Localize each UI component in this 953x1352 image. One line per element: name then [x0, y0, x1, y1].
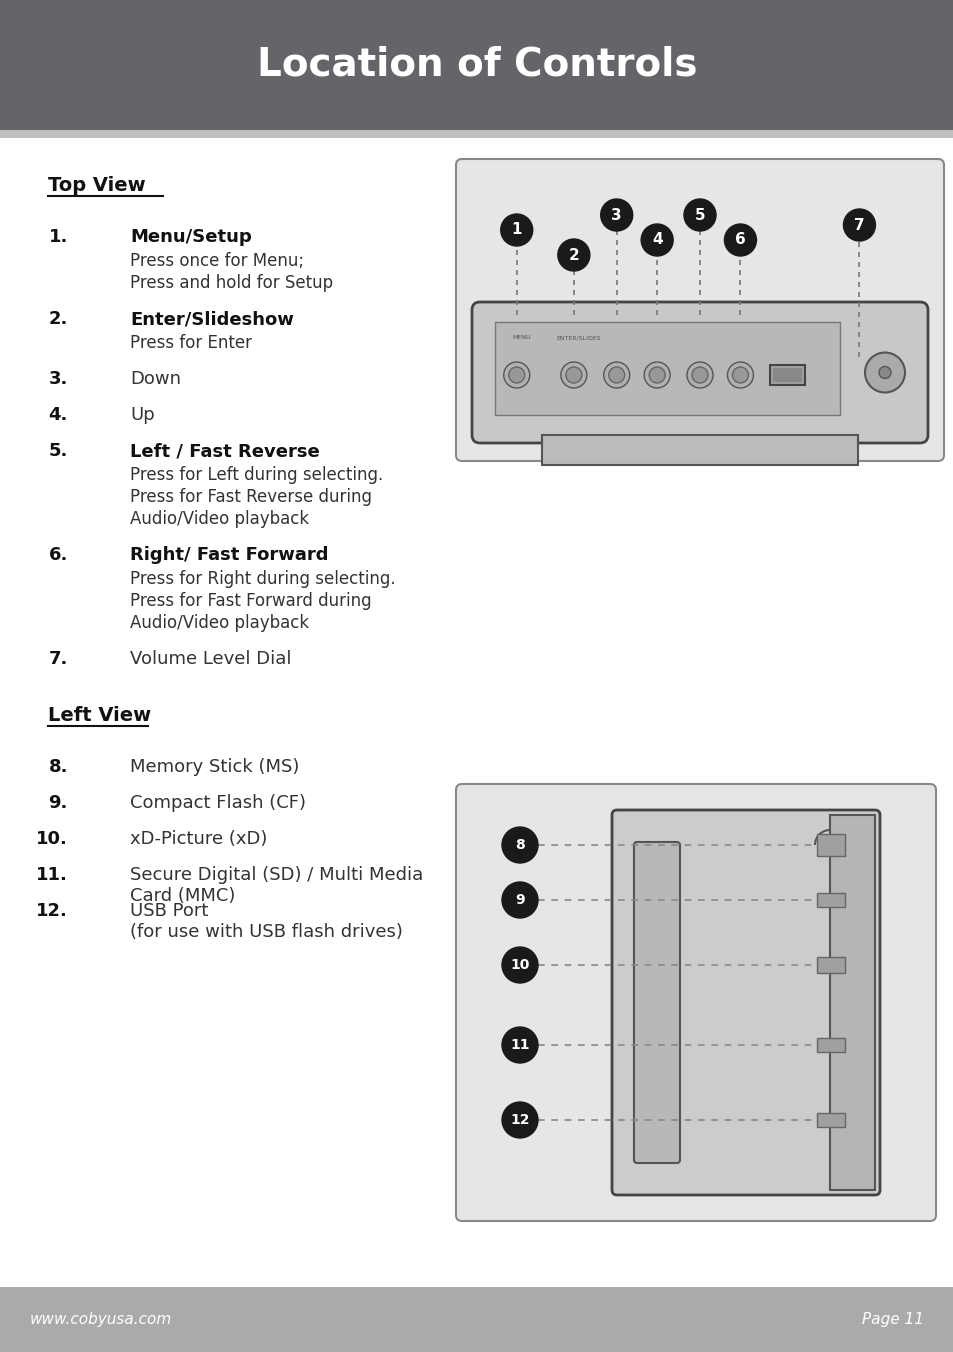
Text: Up: Up	[130, 406, 154, 425]
FancyBboxPatch shape	[472, 301, 927, 443]
Text: Page 11: Page 11	[862, 1311, 923, 1328]
Circle shape	[558, 239, 589, 270]
Text: Down: Down	[130, 370, 181, 388]
Bar	[773, 368, 801, 383]
FancyBboxPatch shape	[456, 784, 935, 1221]
Text: www.cobyusa.com: www.cobyusa.com	[30, 1311, 172, 1328]
Text: Location of Controls: Location of Controls	[256, 46, 697, 84]
Text: Press for Enter: Press for Enter	[130, 334, 252, 352]
Text: Press for Right during selecting.: Press for Right during selecting.	[130, 571, 395, 588]
Bar	[0, 130, 953, 138]
Text: Memory Stick (MS): Memory Stick (MS)	[130, 758, 299, 776]
Bar	[816, 1113, 844, 1128]
Text: Press for Fast Forward during: Press for Fast Forward during	[130, 592, 372, 610]
Text: MENU: MENU	[512, 335, 531, 339]
Text: 6: 6	[735, 233, 745, 247]
FancyBboxPatch shape	[634, 842, 679, 1163]
Circle shape	[842, 210, 875, 241]
Circle shape	[691, 366, 707, 383]
Circle shape	[501, 946, 537, 983]
FancyBboxPatch shape	[456, 160, 943, 461]
Bar	[816, 894, 844, 907]
Circle shape	[501, 1028, 537, 1063]
Text: Compact Flash (CF): Compact Flash (CF)	[130, 794, 306, 813]
Bar	[770, 365, 804, 385]
Circle shape	[732, 366, 748, 383]
Bar	[541, 435, 858, 465]
Text: xD-Picture (xD): xD-Picture (xD)	[130, 830, 267, 848]
FancyBboxPatch shape	[612, 810, 879, 1195]
Text: 10: 10	[510, 959, 529, 972]
Circle shape	[560, 362, 586, 388]
Circle shape	[608, 366, 624, 383]
Circle shape	[501, 1102, 537, 1138]
Text: 2: 2	[568, 247, 578, 262]
Text: 8: 8	[515, 838, 524, 852]
Circle shape	[600, 199, 632, 231]
Text: Press once for Menu;: Press once for Menu;	[130, 251, 304, 270]
Bar	[0, 0, 953, 130]
Text: ENTER/SLIDES: ENTER/SLIDES	[556, 335, 600, 339]
Text: Secure Digital (SD) / Multi Media
Card (MMC): Secure Digital (SD) / Multi Media Card (…	[130, 867, 423, 904]
Circle shape	[603, 362, 629, 388]
Text: Audio/Video playback: Audio/Video playback	[130, 614, 309, 631]
Circle shape	[640, 224, 673, 256]
Bar	[816, 834, 844, 856]
Text: Press and hold for Setup: Press and hold for Setup	[130, 274, 333, 292]
Circle shape	[683, 199, 716, 231]
Bar	[816, 1038, 844, 1052]
Text: 10.: 10.	[36, 830, 68, 848]
Circle shape	[686, 362, 712, 388]
Text: 12.: 12.	[36, 902, 68, 919]
Text: 2.: 2.	[49, 310, 68, 329]
Circle shape	[508, 366, 524, 383]
Text: 5.: 5.	[49, 442, 68, 460]
Text: Left View: Left View	[48, 706, 151, 725]
Text: 3: 3	[611, 207, 621, 223]
Circle shape	[643, 362, 669, 388]
Circle shape	[864, 353, 904, 392]
Text: 7.: 7.	[49, 650, 68, 668]
Text: 5: 5	[694, 207, 704, 223]
Text: 9: 9	[515, 894, 524, 907]
Circle shape	[501, 882, 537, 918]
Text: Right/ Fast Forward: Right/ Fast Forward	[130, 546, 328, 564]
Bar	[816, 957, 844, 973]
Text: 12: 12	[510, 1113, 529, 1128]
Text: 11.: 11.	[36, 867, 68, 884]
Text: Press for Fast Reverse during: Press for Fast Reverse during	[130, 488, 372, 506]
Circle shape	[727, 362, 753, 388]
Text: 1: 1	[511, 223, 521, 238]
Text: Enter/Slideshow: Enter/Slideshow	[130, 310, 294, 329]
Bar	[829, 815, 874, 1190]
Text: 9.: 9.	[49, 794, 68, 813]
Circle shape	[878, 366, 890, 379]
Text: Press for Left during selecting.: Press for Left during selecting.	[130, 466, 383, 484]
Text: USB Port
(for use with USB flash drives): USB Port (for use with USB flash drives)	[130, 902, 402, 941]
Text: 6.: 6.	[49, 546, 68, 564]
Text: Left / Fast Reverse: Left / Fast Reverse	[130, 442, 319, 460]
Text: Top View: Top View	[48, 176, 146, 195]
Text: 11: 11	[510, 1038, 529, 1052]
Text: 4.: 4.	[49, 406, 68, 425]
Text: Volume Level Dial: Volume Level Dial	[130, 650, 292, 668]
Circle shape	[648, 366, 664, 383]
Text: 4: 4	[651, 233, 661, 247]
Circle shape	[565, 366, 581, 383]
Text: 1.: 1.	[49, 228, 68, 246]
Text: 8.: 8.	[49, 758, 68, 776]
Circle shape	[723, 224, 756, 256]
Bar	[0, 1287, 953, 1352]
Text: 3.: 3.	[49, 370, 68, 388]
Text: Audio/Video playback: Audio/Video playback	[130, 510, 309, 529]
Text: Menu/Setup: Menu/Setup	[130, 228, 252, 246]
Text: 7: 7	[853, 218, 863, 233]
Bar	[495, 322, 840, 415]
Circle shape	[501, 827, 537, 863]
Circle shape	[500, 214, 532, 246]
Circle shape	[503, 362, 529, 388]
